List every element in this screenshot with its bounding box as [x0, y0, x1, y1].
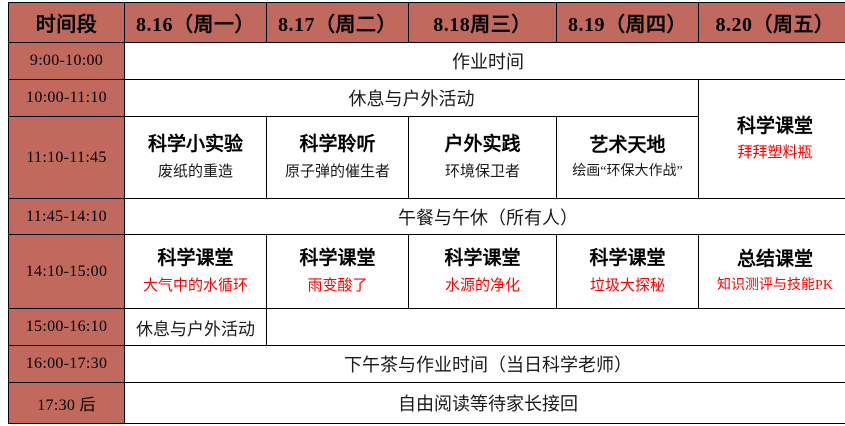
activity-title: 科学小实验 [147, 134, 243, 156]
table-row: 10:00-11:10 休息与户外活动 科学课堂 拜拜塑料瓶 [8, 79, 845, 199]
cell-homework-time: 作业时间 [124, 42, 845, 80]
activity-title: 科学课堂 [444, 248, 521, 270]
time-slot-1600: 16:00-17:30 [8, 345, 125, 383]
activity-subtitle: 绘画“环保大作战” [572, 163, 683, 179]
activity-subtitle: 大气中的水循环 [142, 277, 248, 294]
cell-friday-morning-class: 科学课堂 拜拜塑料瓶 [698, 79, 845, 199]
header-day-wednesday: 8.18周三） [408, 2, 557, 43]
table-row: 9:00-10:00 作业时间 [8, 42, 845, 80]
activity-subtitle: 环境保卫者 [444, 163, 520, 180]
activity-title: 科学课堂 [589, 248, 666, 270]
activity-subtitle: 垃圾大探秘 [589, 277, 665, 294]
activity-title: 科学课堂 [299, 248, 376, 270]
activity-title: 户外实践 [444, 134, 521, 156]
time-slot-1110: 11:10-11:45 [8, 116, 125, 199]
activity-title: 科学聆听 [299, 134, 376, 156]
cell-free-reading: 自由阅读等待家长接回 [124, 382, 845, 424]
activity-subtitle: 知识测评与技能PK [717, 277, 833, 293]
cell-friday-afternoon-rest: 休息与户外活动 [124, 308, 267, 346]
cell-lunch-break: 午餐与午休（所有人） [124, 198, 845, 235]
cell-tuesday-afternoon-class: 科学课堂 雨变酸了 [266, 234, 409, 309]
table-row: 17:30 后 自由阅读等待家长接回 [8, 382, 845, 424]
time-slot-1500: 15:00-16:10 [8, 308, 125, 346]
header-time-column: 时间段 [8, 2, 125, 43]
activity-title: 总结课堂 [736, 249, 813, 271]
cell-thursday-afternoon-class: 科学课堂 垃圾大探秘 [556, 234, 699, 309]
activity-subtitle: 雨变酸了 [307, 277, 368, 294]
cell-friday-summary-class: 总结课堂 知识测评与技能PK [698, 234, 845, 309]
table-row: 14:10-15:00 科学课堂 大气中的水循环 科学课堂 雨变酸了 科学课堂 … [8, 234, 845, 309]
weekly-schedule-table: 时间段 8.16（周一） 8.17（周二） 8.18周三） 8.19（周四） 8… [8, 2, 845, 424]
cell-wednesday-afternoon-class: 科学课堂 水源的净化 [408, 234, 557, 309]
cell-tea-homework: 下午茶与作业时间（当日科学老师） [124, 345, 845, 383]
cell-thursday-morning-class: 艺术天地 绘画“环保大作战” [556, 116, 699, 199]
activity-title: 科学课堂 [157, 248, 234, 270]
activity-subtitle: 拜拜塑料瓶 [737, 145, 813, 162]
activity-subtitle: 废纸的重造 [157, 163, 233, 180]
cell-rest-outdoor: 休息与户外活动 [124, 79, 699, 117]
cell-tuesday-morning-class: 科学聆听 原子弹的催生者 [266, 116, 409, 199]
table-row: 16:00-17:30 下午茶与作业时间（当日科学老师） [8, 345, 845, 383]
header-day-monday: 8.16（周一） [124, 2, 267, 43]
table-header-row: 时间段 8.16（周一） 8.17（周二） 8.18周三） 8.19（周四） 8… [8, 2, 845, 43]
table-row: 15:00-16:10 休息与户外活动 [8, 308, 845, 346]
activity-title: 科学课堂 [736, 115, 813, 137]
cell-monday-afternoon-class: 科学课堂 大气中的水循环 [124, 234, 267, 309]
cell-wednesday-morning-class: 户外实践 环境保卫者 [408, 116, 557, 199]
cell-monday-morning-class: 科学小实验 废纸的重造 [124, 116, 267, 199]
time-slot-1145: 11:45-14:10 [8, 198, 125, 235]
header-day-tuesday: 8.17（周二） [266, 2, 409, 43]
time-slot-0900: 9:00-10:00 [8, 42, 125, 80]
activity-subtitle: 原子弹的催生者 [284, 163, 390, 180]
table-row: 11:45-14:10 午餐与午休（所有人） [8, 198, 845, 235]
table-row: 11:10-11:45 科学小实验 废纸的重造 科学聆听 原子弹的催生者 户外实… [8, 116, 845, 199]
header-day-thursday: 8.19（周四） [556, 2, 699, 43]
header-day-friday: 8.20（周五） [698, 2, 845, 43]
time-slot-1410: 14:10-15:00 [8, 234, 125, 309]
time-slot-1730: 17:30 后 [8, 382, 125, 424]
time-slot-1000: 10:00-11:10 [8, 79, 125, 117]
activity-subtitle: 水源的净化 [444, 277, 520, 294]
activity-title: 艺术天地 [589, 135, 666, 157]
